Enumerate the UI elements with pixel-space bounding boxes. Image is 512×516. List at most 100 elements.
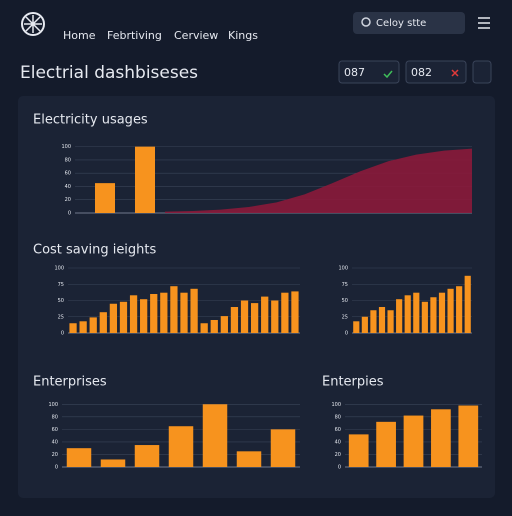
bar [456, 286, 463, 333]
y-tick-label: 40 [335, 439, 341, 445]
y-tick-label: 0 [61, 331, 64, 337]
y-tick-label: 100 [61, 144, 71, 150]
bar [376, 421, 396, 467]
bar [135, 146, 155, 213]
bar [370, 310, 377, 333]
bar [271, 300, 279, 333]
bar [79, 321, 87, 333]
y-tick-label: 20 [52, 452, 58, 458]
y-tick-label: 75 [342, 282, 348, 288]
nav-item[interactable]: Kings [228, 29, 258, 42]
bar [281, 292, 289, 333]
bar [66, 448, 92, 467]
kpi-menu[interactable] [472, 60, 492, 84]
bar [421, 301, 428, 333]
bar [261, 296, 269, 333]
bar [353, 321, 360, 333]
bar [291, 291, 299, 333]
bar [430, 297, 437, 333]
bar [403, 415, 424, 467]
bar [202, 404, 228, 467]
y-tick-label: 80 [65, 157, 71, 163]
bar [170, 286, 178, 333]
bar [240, 300, 249, 333]
bar [180, 292, 188, 333]
bar [361, 316, 368, 333]
kpi-box [338, 60, 400, 84]
kpi-box [405, 60, 467, 84]
bar [220, 316, 228, 333]
bar [150, 294, 158, 333]
y-tick-label: 40 [52, 439, 58, 445]
bar [119, 301, 128, 333]
bar [387, 310, 394, 333]
bar [236, 451, 262, 467]
y-tick-label: 100 [331, 402, 341, 408]
bar [378, 307, 386, 333]
nav-item[interactable]: Home [63, 29, 96, 42]
y-tick-label: 50 [342, 298, 348, 304]
y-tick-label: 0 [345, 331, 348, 337]
y-tick-label: 60 [52, 427, 58, 433]
bar [89, 317, 97, 333]
y-tick-label: 80 [52, 414, 58, 420]
section-title: Cost saving ieights [33, 243, 157, 258]
bar [458, 405, 479, 467]
bar [129, 295, 138, 333]
bar [447, 288, 454, 333]
section-title: Enterpies [322, 375, 384, 390]
bar [396, 299, 403, 333]
y-tick-label: 60 [335, 427, 341, 433]
bar [230, 307, 239, 333]
kpi-value: 082 [411, 66, 432, 79]
nav-item[interactable]: Cerview [174, 29, 218, 42]
bar [69, 323, 77, 333]
y-tick-label: 0 [55, 465, 58, 471]
bar [210, 320, 218, 333]
bar [348, 434, 369, 467]
page-title: Electrial dashbiseses [20, 63, 198, 83]
bar [464, 275, 471, 333]
y-tick-label: 50 [58, 298, 64, 304]
bar [431, 409, 451, 467]
y-tick-label: 40 [65, 184, 71, 190]
y-tick-label: 25 [58, 314, 64, 320]
y-tick-label: 0 [68, 211, 71, 217]
bar [404, 295, 411, 333]
y-tick-label: 80 [335, 414, 341, 420]
kpi-value: 087 [344, 66, 365, 79]
bar [99, 312, 107, 333]
bar [250, 303, 259, 333]
bar [100, 459, 126, 467]
bar [270, 429, 296, 467]
y-tick-label: 20 [65, 197, 71, 203]
bar [200, 323, 208, 333]
logo [21, 12, 45, 36]
y-tick-label: 25 [342, 314, 348, 320]
y-tick-label: 0 [338, 465, 341, 471]
search-icon [361, 17, 371, 27]
bar [160, 292, 168, 333]
kpi-down [451, 69, 459, 77]
bar [95, 183, 115, 213]
bar [140, 299, 148, 333]
menu-icon[interactable] [478, 17, 490, 29]
bar [190, 288, 198, 333]
logo-spokes [24, 15, 42, 33]
search-text: Celoy stte [376, 18, 426, 29]
bar [134, 445, 160, 467]
kpi-up [383, 70, 393, 79]
y-tick-label: 100 [338, 266, 348, 272]
section-title: Enterprises [33, 375, 107, 390]
y-tick-label: 60 [65, 171, 71, 177]
y-tick-label: 100 [48, 402, 58, 408]
bar [168, 426, 194, 467]
search-box[interactable] [353, 12, 465, 34]
bar [438, 292, 446, 333]
area [165, 148, 472, 213]
bar [413, 292, 420, 333]
y-tick-label: 100 [54, 266, 64, 272]
bar [109, 303, 118, 333]
nav-item[interactable]: Febrtiving [107, 29, 162, 42]
